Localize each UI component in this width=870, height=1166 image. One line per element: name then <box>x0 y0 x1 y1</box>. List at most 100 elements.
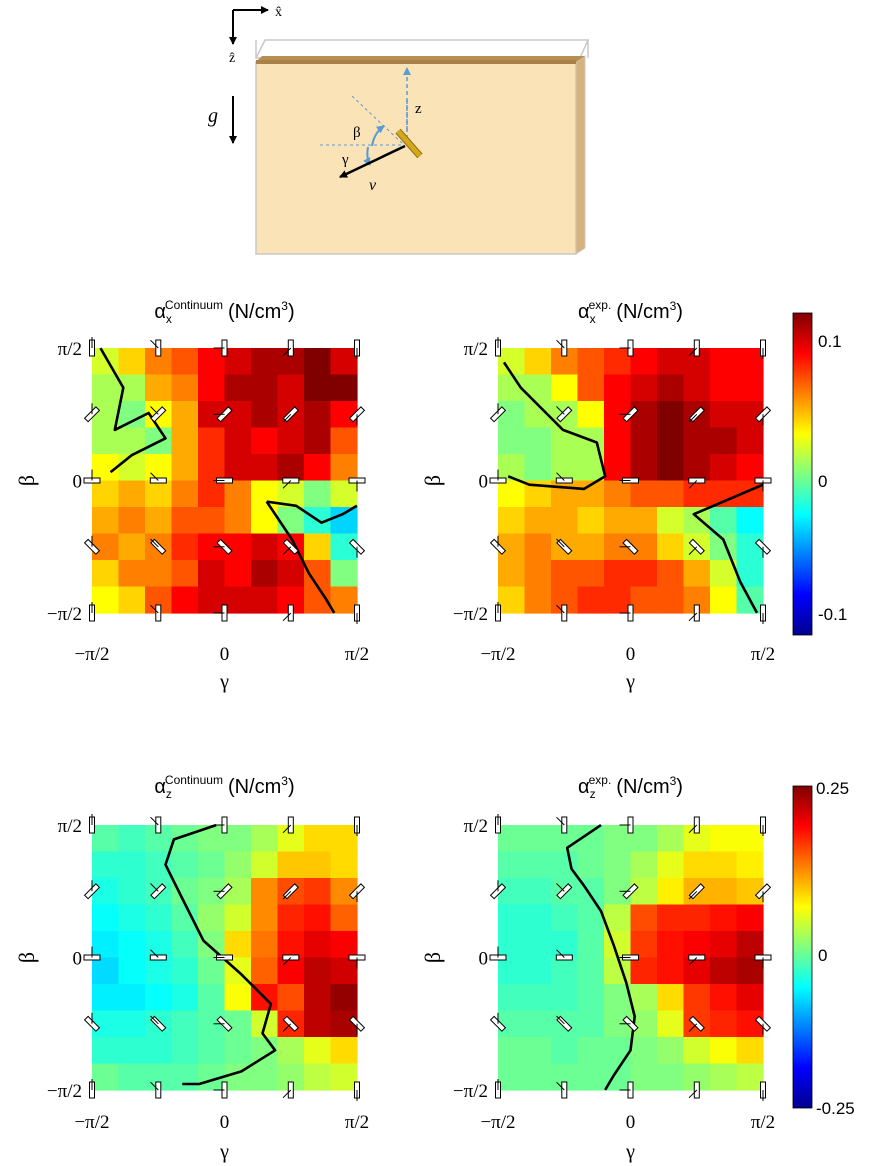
heatmap-cell <box>524 825 552 853</box>
schematic: x̂ ẑ g z β γ v <box>208 5 590 255</box>
rod-glyph <box>556 406 573 423</box>
panel-title: αxexp. (N/cm3) <box>578 298 683 326</box>
beta-label: β <box>353 125 361 141</box>
rod-glyph-velocity <box>688 1023 698 1032</box>
heatmap-cell <box>710 348 738 376</box>
rod-glyph <box>282 604 294 622</box>
rod-glyph <box>619 1015 639 1032</box>
heatmap-cell <box>657 427 685 455</box>
heatmap-cell <box>251 533 279 561</box>
heatmap-cell <box>710 586 738 614</box>
velocity-label: v <box>369 177 377 194</box>
rod-glyph <box>688 1015 705 1032</box>
rod-glyph-velocity <box>282 1023 292 1032</box>
heatmap-cell <box>145 1037 173 1065</box>
x-tick-label: −π/2 <box>480 644 515 665</box>
heatmap-cell <box>630 825 658 853</box>
heatmap-cell <box>710 480 738 508</box>
granular-medium <box>255 61 577 255</box>
heatmap-cell <box>577 851 605 879</box>
rod-glyph <box>282 816 294 834</box>
heatmap-cell <box>524 851 552 879</box>
heatmap-cell <box>710 507 738 535</box>
rod-glyph <box>619 406 639 423</box>
heatmap-cell <box>657 1037 685 1065</box>
rod-glyph <box>688 339 700 357</box>
heatmap-cell <box>657 348 685 376</box>
heatmap-cell <box>630 878 658 906</box>
rod-glyph <box>213 1081 228 1099</box>
rod-glyph <box>83 535 101 555</box>
heatmap-cell <box>277 427 305 455</box>
rod-glyph-velocity <box>282 347 292 357</box>
rod-glyph <box>688 406 705 423</box>
heatmap-cell <box>171 401 199 429</box>
rod-glyph-velocity <box>150 1081 159 1091</box>
heatmap-cell <box>224 851 252 879</box>
heatmap-panel-1: αxContinuum (N/cm3) π/2 0 −π/2 −π/2 0 π/2 γ β <box>14 298 369 693</box>
heatmap-cells <box>498 825 764 1091</box>
heatmap-cell <box>304 931 332 959</box>
heatmap-cell <box>118 454 146 482</box>
heatmap-cell <box>277 931 305 959</box>
x-tick-label: π/2 <box>751 1112 775 1133</box>
rod-glyph <box>150 816 162 834</box>
heatmap-panels: αxContinuum (N/cm3)π/20−π/2−π/2 0 π/2γβ αxex… <box>14 298 775 1163</box>
title-units-sup: 3 <box>670 299 677 313</box>
heatmap-cell <box>630 851 658 879</box>
heatmap-cell <box>498 586 526 614</box>
heatmap-cell <box>277 560 305 588</box>
title-symbol: α <box>578 301 590 323</box>
heatmap-cell <box>330 957 358 985</box>
heatmap-cell <box>577 1010 605 1038</box>
heatmap-cell <box>630 480 658 508</box>
title-subscript: z <box>166 787 172 801</box>
heatmap-cell <box>330 851 358 879</box>
rod-glyph <box>282 1015 299 1032</box>
heatmap-cell <box>118 401 146 429</box>
heatmap-cell <box>92 480 120 508</box>
rod-glyph-velocity <box>556 1015 565 1025</box>
heatmap-cell <box>498 957 526 985</box>
y-tick-label: 0 <box>73 949 83 970</box>
heatmap-cell <box>118 957 146 985</box>
rod-glyph <box>688 1081 700 1099</box>
heatmap-cell <box>118 586 146 614</box>
x-tick-label: 0 <box>626 1112 636 1133</box>
heatmap-cell <box>657 1063 685 1091</box>
heatmap-cell <box>498 507 526 535</box>
heatmap-cell <box>498 1063 526 1091</box>
x-axis-label: γ <box>219 1141 229 1163</box>
heatmap-cell <box>710 878 738 906</box>
heatmap-cell <box>736 851 764 879</box>
heatmap-cell <box>604 904 632 932</box>
heatmap-panel-4: αzexp. (N/cm3) π/2 0 −π/2 −π/2 0 π/2 γ β <box>420 773 775 1163</box>
heatmap-cell <box>657 401 685 429</box>
rod-glyph <box>213 883 233 900</box>
title-units-sup: 3 <box>670 774 677 788</box>
heatmap-cell <box>630 984 658 1012</box>
rod-glyph-velocity <box>556 816 565 826</box>
heatmap-cell <box>736 348 764 376</box>
heatmap-cell <box>92 878 120 906</box>
heatmap-cell <box>710 1063 738 1091</box>
heatmap-cell <box>304 348 332 376</box>
heatmap-cell <box>498 878 526 906</box>
heatmap-cell <box>524 878 552 906</box>
heatmap-cell <box>630 586 658 614</box>
container-side <box>575 55 586 255</box>
heatmap-cell <box>657 931 685 959</box>
rod-glyph <box>83 1012 101 1032</box>
title-subscript: z <box>590 787 596 801</box>
heatmap-cell <box>304 1063 332 1091</box>
heatmap-cell <box>551 904 579 932</box>
heatmap-cell <box>251 1063 279 1091</box>
heatmap-cell <box>118 507 146 535</box>
heatmap-cell <box>171 957 199 985</box>
rod-glyph <box>150 1015 167 1032</box>
rod-glyph <box>150 883 167 900</box>
heatmap-cell <box>171 586 199 614</box>
rod-glyph-velocity <box>150 604 159 614</box>
rod-glyph <box>495 814 501 834</box>
colorbar-tick: 0.1 <box>818 332 842 351</box>
